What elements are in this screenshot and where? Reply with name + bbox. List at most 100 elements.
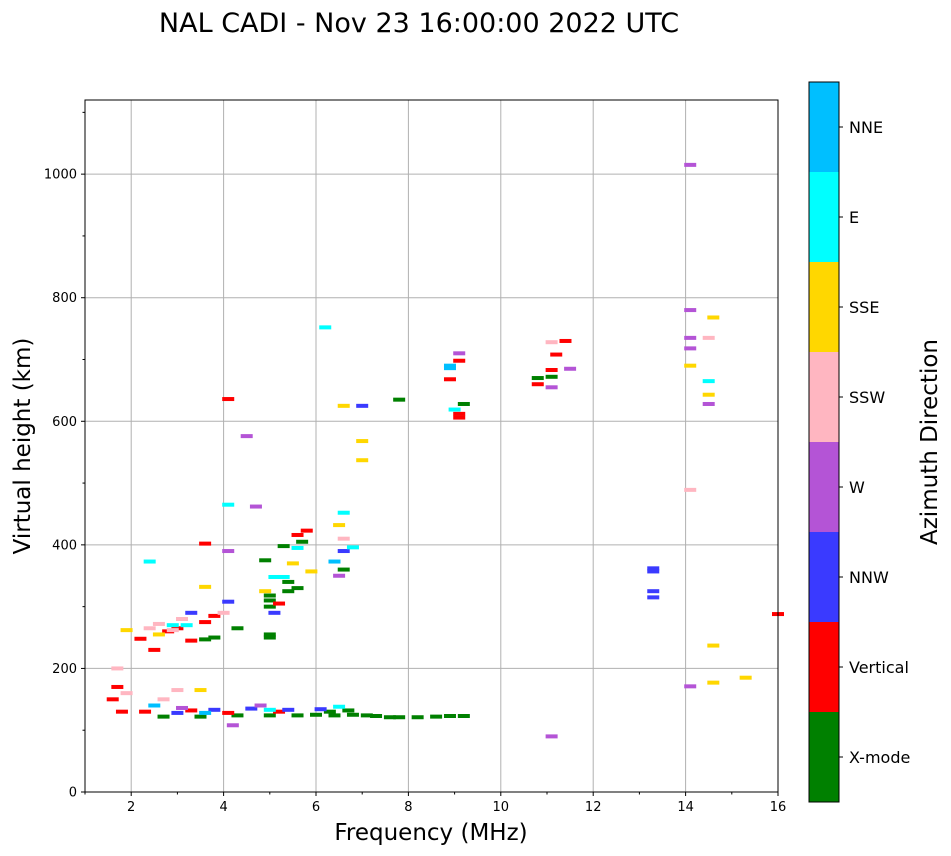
data-point [208,635,221,640]
data-point [263,635,276,640]
data-point [531,376,544,381]
data-point [684,363,697,368]
data-point [180,623,193,628]
data-point [148,703,161,708]
data-point [702,401,715,406]
data-point [296,539,309,544]
data-point [323,709,336,714]
colorbar-segment [809,172,839,262]
y-axis-label: Virtual height (km) [10,338,36,555]
data-point [199,584,212,589]
data-point [564,366,577,371]
series-vertical [106,338,784,715]
data-point [328,713,341,718]
data-point [300,528,313,533]
data-point [277,574,290,579]
data-point [684,308,697,313]
data-point [259,558,272,563]
data-point [199,541,212,546]
colorbar-segment [809,442,839,532]
data-point [333,573,346,578]
data-point [453,351,466,356]
colorbar-tick-label: W [849,478,865,497]
data-point [268,574,281,579]
y-tick-label: 400 [52,538,77,553]
colorbar-tick-label: NNE [849,118,883,137]
grid-lines [85,100,779,793]
colorbar-label: Azimuth Direction [917,339,943,545]
data-point [707,315,720,320]
data-point [143,559,156,564]
x-tick-label: 12 [585,800,602,815]
colorbar-tick-label: X-mode [849,748,910,767]
series-w [176,162,715,739]
data-point [263,632,276,637]
data-point [545,734,558,739]
data-point [231,626,244,631]
data-point [263,593,276,598]
x-tick-label: 8 [404,800,412,815]
data-point [319,325,332,330]
data-point [111,666,124,671]
data-point [282,579,295,584]
data-point [702,392,715,397]
colorbar-tick-label: SSW [849,388,885,407]
data-point [356,439,369,444]
data-point [337,403,350,408]
data-point [222,549,235,554]
series-x-mode [157,374,558,720]
data-point [393,397,406,402]
y-tick-label: 0 [69,786,77,801]
data-point [199,637,212,642]
x-tick-label: 10 [493,800,510,815]
data-point [314,707,327,712]
data-point [199,620,212,625]
data-point [259,589,272,594]
data-point [199,710,212,715]
data-point [328,559,341,564]
data-point [263,598,276,603]
data-point [263,707,276,712]
data-point [684,684,697,689]
data-point [545,340,558,345]
data-point [443,363,456,368]
data-point [647,595,660,600]
data-point [171,710,184,715]
data-point [176,617,189,621]
x-axis-ticks: 2 4 6 8 10 12 14 16 [84,792,786,815]
data-point [157,697,170,702]
data-point [702,335,715,340]
data-point [333,704,346,709]
x-tick-label: 4 [219,800,227,815]
data-marks [106,162,784,739]
data-point [393,715,406,720]
data-point [222,599,235,604]
data-point [360,713,373,718]
data-point [222,397,235,402]
data-point [559,338,572,343]
data-point [254,703,267,708]
data-point [273,709,286,714]
data-point [222,502,235,507]
plot-frame [84,99,779,793]
colorbar-tick-label: NNW [849,568,889,587]
data-point [176,705,189,710]
data-point [263,604,276,609]
data-point [226,723,239,728]
data-point [185,638,198,643]
series-ssw [111,335,715,702]
data-point [310,712,322,717]
data-point [291,586,304,591]
data-point [152,632,165,637]
data-point [550,352,563,357]
data-point [194,688,207,693]
data-point [443,377,456,382]
data-point [545,385,558,390]
colorbar-segment [809,352,839,442]
data-point [249,504,262,509]
data-point [148,647,161,652]
x-tick-label: 14 [677,800,694,815]
data-point [120,628,133,633]
data-point [120,691,133,696]
